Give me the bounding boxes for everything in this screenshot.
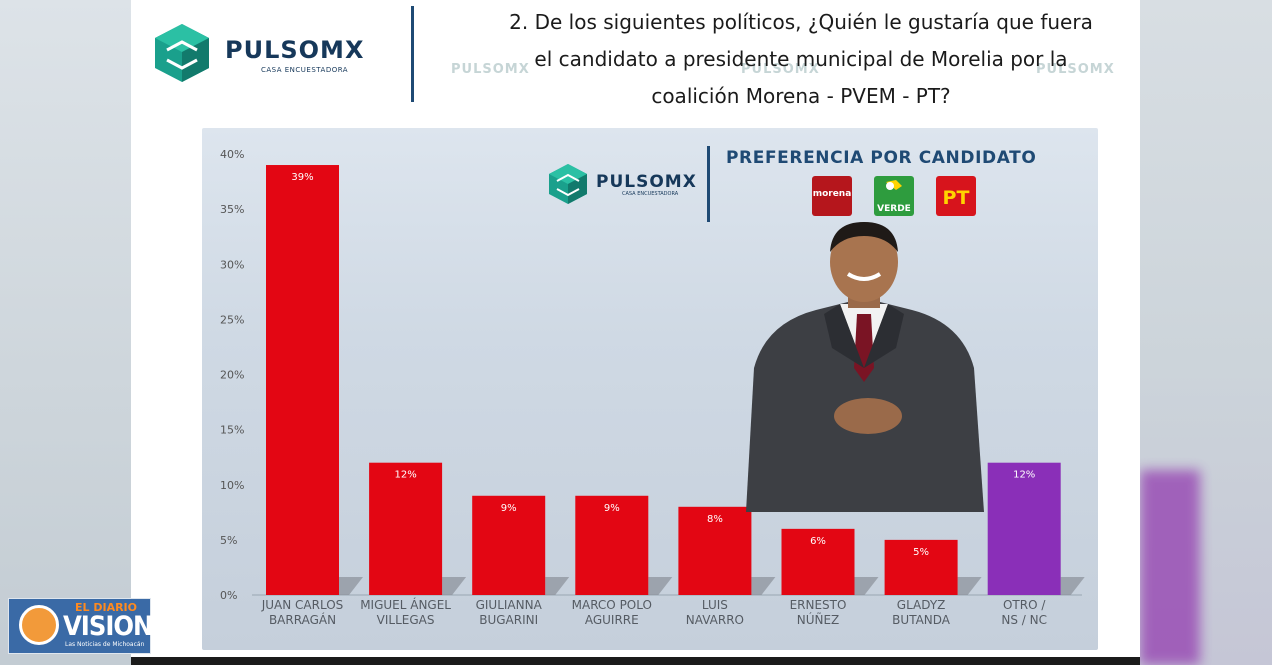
- pulsomx-cube-icon: [549, 164, 587, 204]
- data-label: 12%: [1013, 470, 1035, 481]
- watermark: PULSOMX: [1036, 62, 1115, 77]
- x-tick-label: OTRO /: [1003, 598, 1046, 612]
- morena-logo: morena: [812, 176, 852, 216]
- pulsomx-logo: PULSOMX CASA ENCUESTADORA: [151, 22, 381, 86]
- y-tick-label: 15%: [220, 424, 244, 437]
- x-tick-label: GIULIANNA: [476, 598, 543, 612]
- data-label: 8%: [707, 514, 723, 525]
- data-label: 9%: [501, 503, 517, 514]
- bar-shadow: [751, 577, 776, 595]
- question-line: coalición Morena - PVEM - PT?: [651, 84, 951, 108]
- inset-divider: [707, 146, 710, 222]
- bar: [781, 528, 855, 595]
- publisher-logo: EL DIARIO VISION Las Noticias de Michoac…: [8, 598, 153, 654]
- bar: [575, 495, 649, 595]
- x-tick-label: BUTANDA: [892, 613, 951, 627]
- x-tick-label: NAVARRO: [686, 613, 744, 627]
- preference-title: PREFERENCIA POR CANDIDATO: [726, 148, 1037, 168]
- candidate-portrait: [746, 222, 984, 512]
- pt-logo: PT: [936, 176, 976, 216]
- verde-label: VERDE: [877, 204, 911, 214]
- y-tick-label: 35%: [220, 203, 244, 216]
- bar: [369, 462, 443, 595]
- bar-shadow: [1060, 577, 1085, 595]
- toucan-icon: [886, 180, 902, 190]
- bar-shadow: [854, 577, 879, 595]
- x-tick-label: BUGARINI: [479, 613, 538, 627]
- x-tick-label: NS / NC: [1001, 613, 1047, 627]
- y-tick-label: 25%: [220, 313, 244, 326]
- data-label: 6%: [810, 536, 826, 547]
- inset-brand-name: PULSOMX: [596, 172, 697, 192]
- background-accent: [1140, 470, 1200, 665]
- publisher-name: VISION: [63, 611, 153, 642]
- background-left: [0, 0, 131, 665]
- x-tick-label: JUAN CARLOS: [261, 598, 344, 612]
- header-divider: [411, 6, 414, 102]
- question-line: 2. De los siguientes políticos, ¿Quién l…: [509, 10, 1093, 34]
- bar: [987, 462, 1061, 595]
- bar-shadow: [442, 577, 467, 595]
- watermark: PULSOMX: [451, 62, 530, 77]
- brand-subtitle: CASA ENCUESTADORA: [261, 66, 349, 74]
- x-tick-label: AGUIRRE: [585, 613, 639, 627]
- data-label: 9%: [604, 503, 620, 514]
- background-right: [1140, 0, 1272, 665]
- data-label: 12%: [394, 470, 416, 481]
- bar: [472, 495, 546, 595]
- pulsomx-cube-icon: [155, 24, 209, 82]
- x-tick-label: MARCO POLO: [572, 598, 652, 612]
- y-tick-label: 40%: [220, 148, 244, 161]
- x-tick-label: ERNESTO: [790, 598, 847, 612]
- data-label: 39%: [291, 172, 313, 183]
- x-tick-label: VILLEGAS: [377, 613, 435, 627]
- y-tick-label: 5%: [220, 534, 237, 547]
- publisher-icon: [19, 605, 59, 645]
- watermark: PULSOMX: [741, 62, 820, 77]
- publisher-small: EL DIARIO: [75, 601, 138, 614]
- bar-chart: 0%5%10%15%20%25%30%35%40%39%JUAN CARLOSB…: [220, 148, 1085, 627]
- publisher-tagline: Las Noticias de Michoacán: [65, 641, 145, 648]
- y-tick-label: 20%: [220, 369, 244, 382]
- bar-shadow: [545, 577, 570, 595]
- x-tick-label: NÚÑEZ: [797, 612, 840, 627]
- inset-brand-subtitle: CASA ENCUESTADORA: [622, 191, 679, 197]
- x-tick-label: BARRAGÁN: [269, 612, 336, 627]
- bar-shadow: [957, 577, 982, 595]
- bar: [678, 506, 752, 595]
- bar-shadow: [339, 577, 363, 595]
- x-tick-label: MIGUEL ÁNGEL: [360, 597, 451, 612]
- bar: [884, 539, 958, 595]
- verde-logo: VERDE: [874, 176, 914, 216]
- bar: [266, 165, 339, 595]
- brand-name: PULSOMX: [225, 36, 365, 64]
- question-line: el candidato a presidente municipal de M…: [534, 47, 1068, 71]
- data-label: 5%: [913, 547, 929, 558]
- y-tick-label: 0%: [220, 589, 237, 602]
- x-tick-label: LUIS: [702, 598, 728, 612]
- survey-question: 2. De los siguientes políticos, ¿Quién l…: [461, 4, 1141, 115]
- y-tick-label: 30%: [220, 258, 244, 271]
- x-tick-label: GLADYZ: [897, 598, 946, 612]
- bottom-strip: [131, 657, 1140, 665]
- y-tick-label: 10%: [220, 479, 244, 492]
- bar-shadow: [648, 577, 673, 595]
